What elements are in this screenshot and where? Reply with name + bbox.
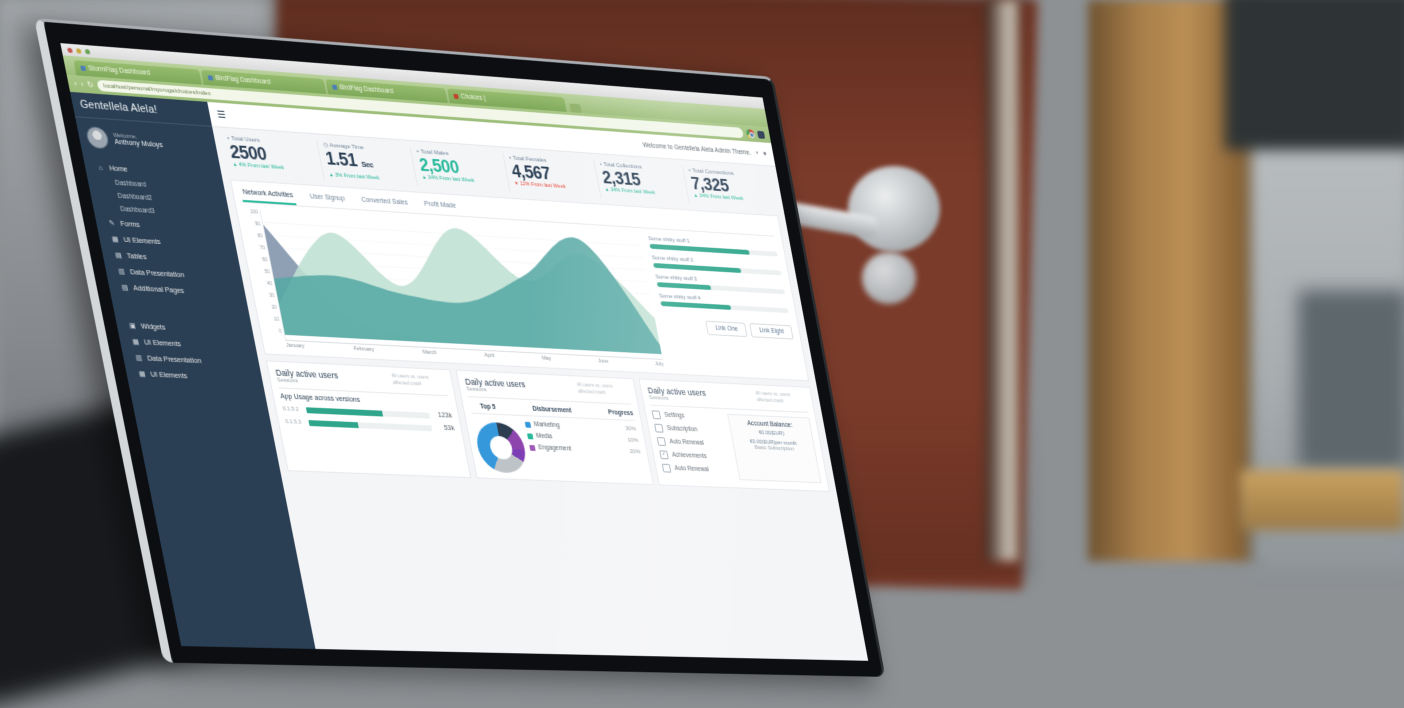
tab-user-signup[interactable]: User Signup	[309, 193, 346, 203]
door-edge	[985, 0, 1019, 561]
close-window-button[interactable]	[66, 47, 73, 53]
welcome-message: Welcome to Gentellela Alela Admin Theme.	[642, 141, 752, 157]
settings-icon	[651, 410, 662, 420]
setting-auto-renewal-1[interactable]: Auto Renewal	[656, 437, 729, 449]
grid-icon: ▦	[111, 236, 119, 244]
chrome-extension-icon[interactable]	[745, 129, 755, 139]
progress-item-1: Some shitty stuff 1	[648, 236, 779, 257]
tab-title: Choices |	[460, 93, 487, 103]
tile-total-users: ▪Total Users 2500 ▲ 4% From last Week	[227, 135, 285, 172]
tab-favicon	[453, 93, 459, 100]
legend-marketing: Marketing 30%	[524, 421, 637, 433]
profile-icon[interactable]	[756, 130, 766, 139]
progress-item-4: Some shitty stuff 4	[659, 294, 789, 314]
tile-total-collections: ▪Total Collections 2,315 ▲ 34% From last…	[592, 159, 690, 204]
link-eight-button[interactable]: Link Eight	[749, 323, 794, 340]
tab-favicon	[331, 84, 338, 90]
marketing-swatch	[524, 421, 532, 428]
door-handle-plate	[848, 166, 940, 252]
door-lock-cylinder	[862, 252, 916, 304]
shelf-edge	[1240, 470, 1404, 530]
laptop-bezel: StormFlag Dashboard BirdFlag Dashboard B…	[34, 18, 886, 677]
tile-average-time: ◷Average Time 1.51 Sec ▲ 3% From last We…	[315, 140, 418, 186]
tab-title: BirdFlag Dashboard	[214, 74, 272, 86]
app-usage-row: 0.1.5.3 53k	[284, 418, 456, 433]
glass-panel	[1250, 130, 1404, 570]
chart-icon: ▥	[135, 354, 143, 363]
daily-active-users-panel-1: Daily active users Sessions All users vs…	[265, 360, 472, 479]
pencil-icon: ✎	[108, 220, 116, 228]
avatar	[84, 125, 111, 150]
tab-title: BirdFlag Dashboard	[339, 84, 394, 96]
tab-profit-made[interactable]: Profit Made	[423, 200, 457, 210]
zoom-window-button[interactable]	[84, 48, 91, 54]
media-swatch	[526, 432, 534, 439]
subscription-icon	[654, 423, 664, 433]
progress-item-2: Some shitty stuff 2	[651, 255, 782, 276]
link-one-button[interactable]: Link One	[705, 320, 748, 338]
home-icon: ⌂	[98, 164, 104, 173]
dark-corner	[1225, 0, 1404, 150]
area-chart-svg	[261, 216, 662, 355]
grid-icon: ▦	[132, 338, 140, 347]
hamburger-menu-icon[interactable]: ☰	[216, 108, 227, 121]
tab-favicon	[207, 75, 214, 81]
engagement-swatch	[529, 444, 536, 451]
donut-chart	[472, 421, 530, 474]
settings-heading: Settings	[651, 410, 724, 422]
tab-title: StormFlag Dashboard	[87, 65, 151, 77]
tab-favicon	[80, 65, 87, 72]
network-activities-card: Network Activities User Signup Converted…	[230, 179, 810, 382]
achievements-check-icon: ✓	[659, 450, 669, 460]
tab-network-activities[interactable]: Network Activities	[239, 186, 297, 206]
minimize-window-button[interactable]	[75, 47, 82, 54]
table-icon: ▤	[114, 252, 123, 260]
top5-table-header: Top 5 Disbursement Progress	[469, 402, 635, 421]
progress-item-3: Some shitty stuff 3	[655, 274, 786, 295]
area-chart: 100 90 80 70 60 50 40 30 20 10 0 January February Ma…	[244, 209, 665, 368]
forward-icon[interactable]: ›	[79, 79, 85, 89]
glass-reflection	[1298, 290, 1404, 470]
app-usage-row: 0.1.5.2 123k	[282, 405, 453, 420]
setting-subscription[interactable]: Subscription	[654, 423, 726, 436]
grid-icon: ▦	[138, 371, 146, 379]
back-icon[interactable]: ‹	[73, 78, 78, 88]
tile-total-females: ▪Total Females 4,567 ▼ 12% From last Wee…	[502, 153, 601, 199]
laptop: StormFlag Dashboard BirdFlag Dashboard B…	[34, 18, 886, 677]
wood-shelf-post	[1088, 0, 1266, 561]
daily-active-users-panel-3: Daily active users Sessions All users vs…	[638, 378, 830, 492]
setting-achievements[interactable]: ✓ Achievements	[659, 450, 731, 461]
auto-renewal-icon	[661, 463, 672, 473]
daily-active-users-panel-2: Daily active users Sessions All users vs…	[455, 369, 654, 486]
notifications-bell-icon[interactable]: ▾	[762, 150, 768, 158]
tile-total-males: ▪Total Males 2,500 ▲ 34% From last Week	[409, 146, 510, 193]
legend-engagement: Engagement 20%	[529, 444, 641, 455]
user-dropdown-caret-icon[interactable]: ▾	[755, 150, 759, 157]
auto-renewal-icon	[656, 437, 667, 446]
setting-auto-renewal-2[interactable]: Auto Renewal	[661, 463, 734, 475]
tile-total-connections: ▪Total Connections 7,325 ▲ 34% From last…	[682, 165, 777, 210]
tab-converted-sales[interactable]: Converted Sales	[360, 196, 409, 207]
pages-icon: ▧	[121, 284, 129, 292]
reload-icon[interactable]: ↻	[86, 79, 95, 90]
widgets-icon: ▣	[128, 322, 137, 331]
laptop-screen: StormFlag Dashboard BirdFlag Dashboard B…	[60, 43, 869, 661]
legend-media: Media 10%	[526, 432, 639, 443]
account-balance-box: Account Balance: €0.00(EUR) €0.00(EUR)pe…	[727, 413, 822, 484]
chart-icon: ▥	[117, 268, 126, 276]
